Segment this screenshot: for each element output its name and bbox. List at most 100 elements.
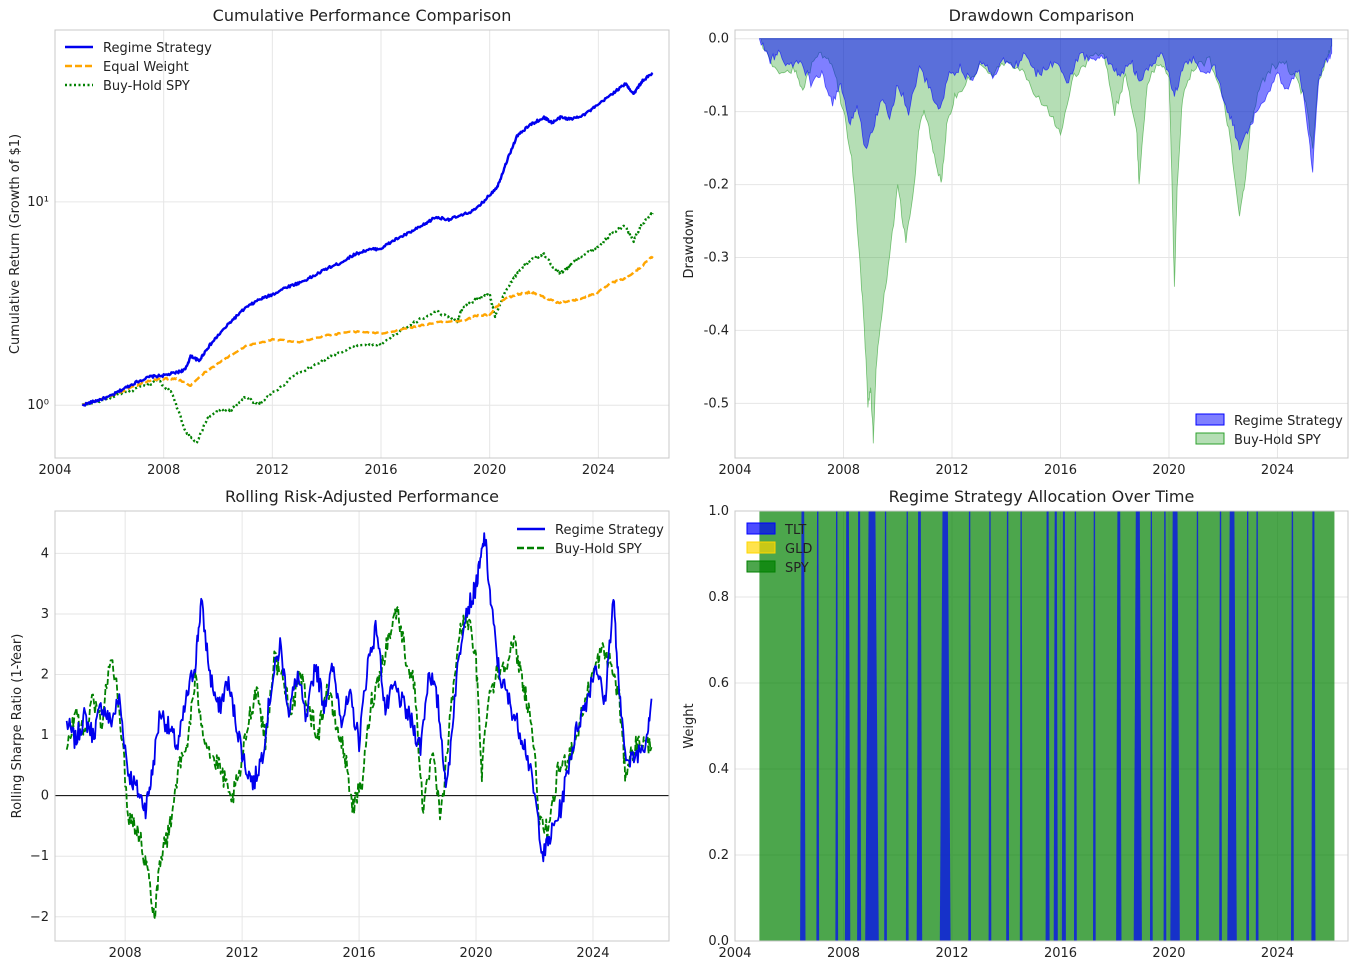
y-tick-label: -0.1 xyxy=(704,105,729,120)
x-tick-label: 2012 xyxy=(935,946,968,961)
y-axis-label: Weight xyxy=(682,703,697,748)
tlt-allocation-period xyxy=(1291,511,1294,941)
y-tick-label: 3 xyxy=(41,607,49,622)
plot-frame xyxy=(734,510,1349,942)
x-tick-label: 2016 xyxy=(364,463,397,478)
chart-title: Regime Strategy Allocation Over Time xyxy=(889,487,1195,506)
series-line-buy-hold-spy xyxy=(65,605,653,920)
legend-swatch xyxy=(1195,432,1225,445)
plot-frame xyxy=(54,510,670,942)
x-tick-label: 2020 xyxy=(459,946,492,961)
tlt-allocation-period xyxy=(835,511,839,941)
y-tick-label: -0.2 xyxy=(704,178,729,193)
y-tick-label: 10¹ xyxy=(27,195,49,210)
y-axis-label: Drawdown xyxy=(682,209,697,278)
y-tick-label: 0.2 xyxy=(708,848,729,863)
y-tick-label: 0.6 xyxy=(708,676,729,691)
series-line-buy-hold-spy xyxy=(81,212,654,445)
y-tick-label: −1 xyxy=(30,849,49,864)
chart-title: Drawdown Comparison xyxy=(949,6,1135,25)
y-tick-label: 0.0 xyxy=(708,934,729,949)
legend-label: SPY xyxy=(785,561,809,576)
tlt-allocation-period xyxy=(939,511,951,941)
x-tick-label: 2004 xyxy=(38,463,71,478)
x-tick-label: 2024 xyxy=(1261,463,1294,478)
chart-title: Rolling Risk-Adjusted Performance xyxy=(225,487,499,506)
x-tick-label: 2020 xyxy=(1152,946,1185,961)
tlt-allocation-period xyxy=(1133,511,1142,941)
x-tick-label: 2008 xyxy=(147,463,180,478)
allocation-panel: 2004 2008 2012 2016 2020 2024 0.0 0.2 0.4 0.6 0.8 1… xyxy=(682,487,1349,961)
legend-label: GLD xyxy=(785,542,812,557)
series-line-regime-strategy xyxy=(81,72,654,407)
x-tick-label: 2024 xyxy=(576,946,609,961)
y-axis-label: Cumulative Return (Growth of $1) xyxy=(8,134,23,354)
y-tick-label: 0.0 xyxy=(708,32,729,47)
y-tick-label: 2 xyxy=(41,668,49,683)
y-tick-label: 10⁰ xyxy=(27,398,49,413)
legend-swatch xyxy=(1195,413,1225,426)
series-line-regime-strategy xyxy=(65,532,653,863)
tlt-allocation-period xyxy=(1196,511,1199,941)
y-tick-label: -0.3 xyxy=(704,250,729,265)
tlt-allocation-period xyxy=(1311,511,1316,941)
tlt-allocation-period xyxy=(968,511,971,941)
tlt-allocation-period xyxy=(1170,511,1180,941)
tlt-allocation-period xyxy=(1255,511,1259,941)
legend-swatch xyxy=(746,522,776,535)
x-tick-label: 2016 xyxy=(343,946,376,961)
tlt-allocation-period xyxy=(884,511,887,941)
tlt-allocation-period xyxy=(857,511,862,941)
legend-swatch xyxy=(746,541,776,554)
drawdown-area-regime-strategy xyxy=(758,38,1333,173)
legend-label: Equal Weight xyxy=(103,60,189,75)
x-tick-label: 2008 xyxy=(109,946,142,961)
y-tick-label: 0.4 xyxy=(708,762,729,777)
drawdown-area-buy-hold-spy xyxy=(759,38,1333,444)
tlt-allocation-period xyxy=(800,511,806,941)
y-tick-label: −2 xyxy=(30,910,49,925)
tlt-allocation-period xyxy=(905,511,909,941)
tlt-allocation-period xyxy=(865,511,879,941)
x-tick-label: 2016 xyxy=(1044,946,1077,961)
x-tick-label: 2012 xyxy=(935,463,968,478)
tlt-allocation-period xyxy=(1074,511,1077,941)
tlt-allocation-period xyxy=(1246,511,1249,941)
y-tick-label: 0.8 xyxy=(708,590,729,605)
tlt-allocation-period xyxy=(1219,511,1222,941)
legend-label: Regime Strategy xyxy=(1234,414,1343,429)
x-tick-label: 2012 xyxy=(256,463,289,478)
tlt-allocation-period xyxy=(1150,511,1153,941)
legend-label: Buy-Hold SPY xyxy=(1234,433,1321,448)
rolling-sharpe-panel: 2008 2012 2016 2020 2024 −2 −1 0 1 2 3 4 Rolling Ris… xyxy=(10,487,670,961)
tlt-allocation-period xyxy=(844,511,851,941)
tlt-allocation-period xyxy=(1061,511,1066,941)
tlt-allocation-period xyxy=(988,511,992,941)
x-tick-label: 2020 xyxy=(1152,463,1185,478)
plot-frame xyxy=(54,29,670,459)
tlt-allocation-period xyxy=(916,511,923,941)
tlt-allocation-period xyxy=(1093,511,1096,941)
y-tick-label: 0 xyxy=(41,789,49,804)
legend-label: Buy-Hold SPY xyxy=(103,79,190,94)
y-axis-label: Rolling Sharpe Ratio (1-Year) xyxy=(10,634,25,819)
plot-area xyxy=(55,511,669,941)
tlt-allocation-period xyxy=(816,511,820,941)
x-tick-label: 2008 xyxy=(827,946,860,961)
legend-label: TLT xyxy=(784,523,806,538)
tlt-allocation-period xyxy=(1053,511,1058,941)
plot-frame xyxy=(734,29,1349,459)
legend-label: Regime Strategy xyxy=(103,41,212,56)
y-tick-label: -0.4 xyxy=(704,323,729,338)
chart-title: Cumulative Performance Comparison xyxy=(213,6,512,25)
tlt-allocation-period xyxy=(1019,511,1023,941)
x-tick-label: 2012 xyxy=(226,946,259,961)
drawdown-panel: 2004 2008 2012 2016 2020 2024 0.0 -0.1 -0.2 -0.3 -… xyxy=(682,6,1349,478)
x-tick-label: 2016 xyxy=(1044,463,1077,478)
tlt-allocation-period xyxy=(1116,511,1122,941)
legend-label: Buy-Hold SPY xyxy=(555,542,642,557)
x-tick-label: 2024 xyxy=(582,463,615,478)
cumulative-performance-panel: 2004 2008 2012 2016 2020 2024 10⁰ 10¹ Cumulative… xyxy=(8,6,670,478)
x-tick-label: 2008 xyxy=(827,463,860,478)
